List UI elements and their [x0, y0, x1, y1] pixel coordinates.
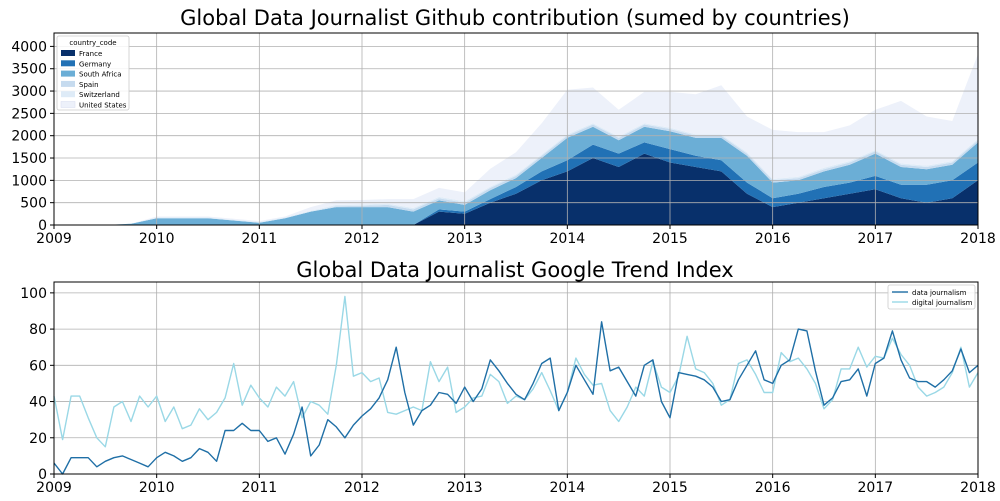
- chart0-xtick-label: 2011: [242, 231, 278, 247]
- chart1-xtick-label: 2009: [36, 480, 72, 496]
- chart0-ytick-label: 500: [20, 196, 47, 212]
- legend-top-swatch: [61, 50, 75, 56]
- chart0-xtick-label: 2015: [652, 231, 688, 247]
- chart1-ytick-label: 80: [29, 322, 47, 338]
- legend-top-label: Germany: [79, 60, 111, 68]
- legend-top-swatch: [60, 101, 76, 108]
- chart0-ytick-label: 3000: [11, 84, 47, 100]
- area-series-france: [54, 153, 978, 225]
- chart0-xtick-label: 2009: [36, 231, 72, 247]
- chart0-xtick-label: 2017: [858, 231, 894, 247]
- line-series-digital-journalism: [53, 295, 979, 448]
- legend-top-label: Spain: [79, 81, 99, 89]
- legend-bottom-label: digital journalism: [912, 299, 973, 307]
- chart0-ytick-label: 0: [38, 218, 47, 234]
- chart0-ytick-label: 2500: [11, 106, 47, 122]
- line-series-data-journalism: [53, 321, 979, 475]
- chart0-xtick-label: 2013: [447, 231, 483, 247]
- chart-title-bottom: Global Data Journalist Google Trend Inde…: [296, 258, 734, 282]
- chart1-ytick-label: 100: [20, 286, 47, 302]
- legend-top-label: South Africa: [79, 71, 122, 79]
- chart1-xtick-label: 2012: [344, 480, 380, 496]
- chart1-ytick-label: 0: [38, 467, 47, 483]
- legend-top-swatch: [61, 91, 75, 98]
- chart0-xtick-label: 2018: [960, 231, 996, 247]
- chart1-xtick-label: 2013: [447, 480, 483, 496]
- chart0-xtick-label: 2014: [550, 231, 586, 247]
- legend-bottom-label: data journalism: [912, 289, 967, 297]
- chart0-xtick-label: 2016: [755, 231, 791, 247]
- chart0-xtick-label: 2010: [139, 231, 175, 247]
- chart0-ytick-label: 1000: [11, 173, 47, 189]
- chart1-frame: [53, 281, 979, 475]
- legend-bottom: data journalism digital journalism: [887, 284, 976, 310]
- legend-top-swatch: [61, 80, 75, 87]
- chart0-ytick-label: 3500: [11, 62, 47, 78]
- chart1-ytick-label: 40: [29, 395, 47, 411]
- chart0-ytick-label: 4000: [11, 39, 47, 55]
- chart1-xtick-label: 2011: [242, 480, 278, 496]
- legend-top-title: country_code: [69, 39, 116, 47]
- chart1-xtick-label: 2014: [550, 480, 586, 496]
- legend-top-label: France: [79, 50, 102, 58]
- legend-bottom-box: [887, 284, 976, 310]
- area-series-united-states: [54, 54, 978, 225]
- legend-top-swatch: [61, 60, 75, 67]
- legend-top-label: United States: [79, 102, 127, 110]
- chart0-xtick-label: 2012: [344, 231, 380, 247]
- chart0-frame: [53, 32, 979, 226]
- legend-top-label: Switzerland: [79, 91, 120, 99]
- chart-title-top: Global Data Journalist Github contributi…: [180, 6, 850, 30]
- legend-top: country_code France Germany South Africa Spa…: [56, 35, 130, 111]
- chart1-xtick-label: 2016: [755, 480, 791, 496]
- chart1-xtick-label: 2015: [652, 480, 688, 496]
- chart1-xtick-label: 2018: [960, 480, 996, 496]
- chart1-xtick-label: 2017: [858, 480, 894, 496]
- chart1-xtick-label: 2010: [139, 480, 175, 496]
- chart0-ytick-label: 1500: [11, 151, 47, 167]
- chart1-ytick-label: 20: [29, 431, 47, 447]
- chart0-ytick-label: 2000: [11, 129, 47, 145]
- chart1-ytick-label: 60: [29, 358, 47, 374]
- legend-top-swatch: [61, 70, 75, 77]
